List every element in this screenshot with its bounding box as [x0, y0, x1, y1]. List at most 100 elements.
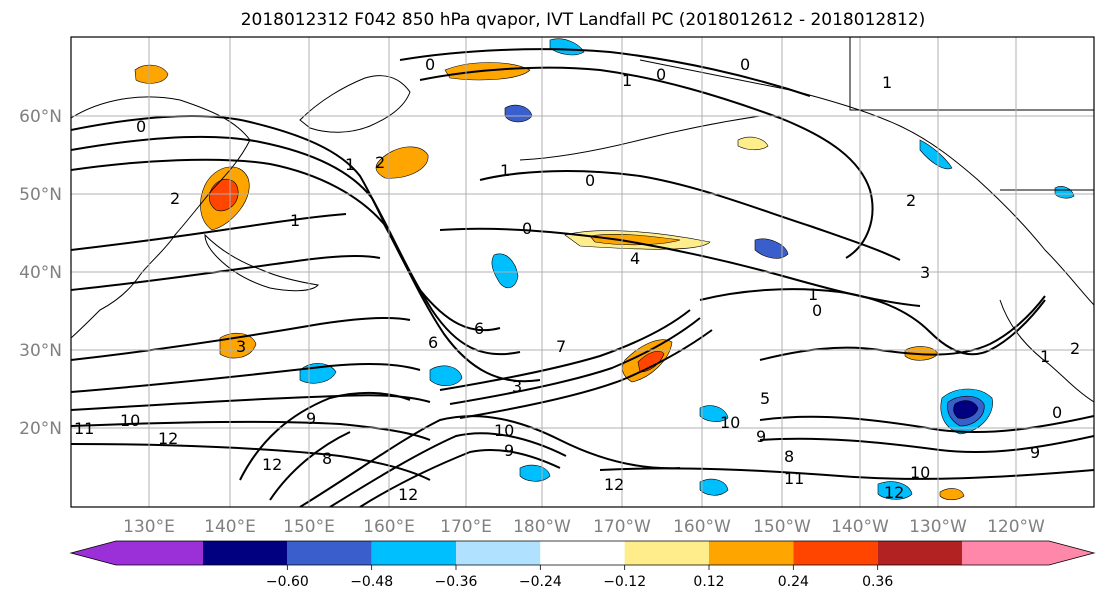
anomaly-blob [919, 139, 953, 170]
contour-line [439, 309, 691, 391]
colorbar-extension-low [71, 541, 203, 565]
colorbar-segment [456, 541, 541, 565]
aleutian-chain [519, 115, 761, 161]
alaska-coastline [639, 59, 1094, 306]
contour-line [759, 415, 1094, 434]
japan-coastline [204, 233, 319, 292]
contour-label: 4 [630, 249, 640, 268]
contour-label: 7 [556, 337, 566, 356]
map-panel: 0 1 0 0 0 1 2 1 0 1 2 0 1 2 3 4 1 0 3 6 [70, 36, 1095, 508]
contour-label: 0 [425, 55, 435, 74]
contour-label: 1 [622, 71, 632, 90]
anomaly-blob [754, 238, 789, 259]
lon-label-150w: 150°W [753, 517, 811, 537]
contour-label: 6 [474, 319, 484, 338]
latitude-labels: 60°N 50°N 40°N 30°N 20°N [19, 107, 62, 439]
lon-label-160e: 160°E [363, 517, 415, 537]
anomaly-blob [637, 350, 665, 373]
contour-label: 1 [500, 161, 510, 180]
lon-label-140e: 140°E [204, 517, 256, 537]
colorbar-tick-label: −0.60 [266, 574, 309, 590]
lat-label-40n: 40°N [19, 263, 62, 283]
contour-label: 5 [760, 389, 770, 408]
contour-label: 9 [1030, 443, 1040, 462]
colorbar-segment [624, 541, 709, 565]
contour-label: 12 [398, 485, 418, 504]
contour-label: 10 [120, 411, 140, 430]
lon-label-130w: 130°W [909, 517, 967, 537]
lon-label-170e: 170°E [440, 517, 492, 537]
contour-line [71, 316, 411, 361]
contour-line [759, 435, 1094, 454]
contour-label: 8 [322, 449, 332, 468]
contour-label: 2 [906, 191, 916, 210]
contour-label: 3 [512, 377, 522, 396]
contour-line [269, 431, 351, 501]
colorbar-segment [877, 541, 962, 565]
contour-line [239, 391, 411, 481]
colorbar-outline [69, 540, 1096, 566]
colorbar-tick-label: −0.36 [435, 574, 478, 590]
map-content: 0 1 0 0 0 1 2 1 0 1 2 0 1 2 3 4 1 0 3 6 [71, 37, 1094, 507]
contour-label: 12 [158, 429, 178, 448]
lat-label-60n: 60°N [19, 107, 62, 127]
contour-label: 1 [882, 73, 892, 92]
graticule [71, 37, 1094, 507]
contour-label: 0 [812, 301, 822, 320]
ivt-contours [71, 48, 1094, 507]
contour-label: 11 [784, 469, 804, 488]
kamchatka-coastline [299, 75, 411, 133]
anomaly-blob [737, 136, 769, 151]
contour-label: 1 [1040, 347, 1050, 366]
coastlines [71, 37, 1094, 403]
contour-line [329, 432, 567, 507]
contour-line [449, 317, 701, 405]
contour-label: 3 [920, 263, 930, 282]
contour-label: 0 [740, 55, 750, 74]
lon-label-170w: 170°W [593, 517, 651, 537]
colorbar-segment [371, 541, 456, 565]
contour-line [71, 158, 541, 383]
contour-labels: 0 1 0 0 0 1 2 1 0 1 2 0 1 2 3 4 1 0 3 6 [74, 55, 1080, 504]
longitude-labels: 130°E 140°E 150°E 160°E 170°E 180°W 170°… [123, 517, 1045, 537]
lon-label-150e: 150°E [283, 517, 335, 537]
colorbar: −0.60 −0.48 −0.36 −0.24 −0.12 0.12 0.24 0.36 [69, 540, 1096, 590]
contour-label: 0 [585, 171, 595, 190]
contour-label: 6 [428, 333, 438, 352]
colorbar-segment [203, 541, 288, 565]
canada-border [849, 37, 1094, 111]
na-westcoast [999, 299, 1094, 403]
colorbar-tick-label: 0.24 [778, 574, 809, 590]
anomaly-blob [953, 400, 979, 419]
contour-label: 1 [345, 155, 355, 174]
colorbar-segment [540, 541, 625, 565]
contour-label: 0 [656, 65, 666, 84]
lon-label-140w: 140°W [831, 517, 889, 537]
contour-line [399, 48, 811, 97]
map-frame [70, 36, 1095, 508]
lat-label-30n: 30°N [19, 341, 62, 361]
contour-line [71, 420, 431, 441]
anomaly-blob [1054, 186, 1075, 199]
anomaly-blob [699, 478, 729, 496]
lat-label-20n: 20°N [19, 419, 62, 439]
colorbar-tick-label: −0.24 [519, 574, 562, 590]
lon-label-120w: 120°W [987, 517, 1045, 537]
lon-label-130e: 130°E [123, 517, 175, 537]
contour-label: 12 [884, 483, 904, 502]
contour-label: 10 [494, 421, 514, 440]
contour-line [71, 254, 381, 291]
colorbar-tick-label: −0.48 [350, 574, 393, 590]
contour-label: 12 [604, 475, 624, 494]
colorbar-tick-label: 0.36 [862, 574, 893, 590]
colorbar-segment [793, 541, 878, 565]
contour-label: 12 [262, 455, 282, 474]
colorbar-tick-label: 0.12 [693, 574, 724, 590]
contour-line [419, 66, 874, 259]
contour-label: 11 [74, 419, 94, 438]
anomaly-blob [429, 365, 463, 387]
anomaly-blob [699, 405, 729, 422]
contour-label: 9 [504, 441, 514, 460]
anomaly-blob [939, 488, 965, 501]
